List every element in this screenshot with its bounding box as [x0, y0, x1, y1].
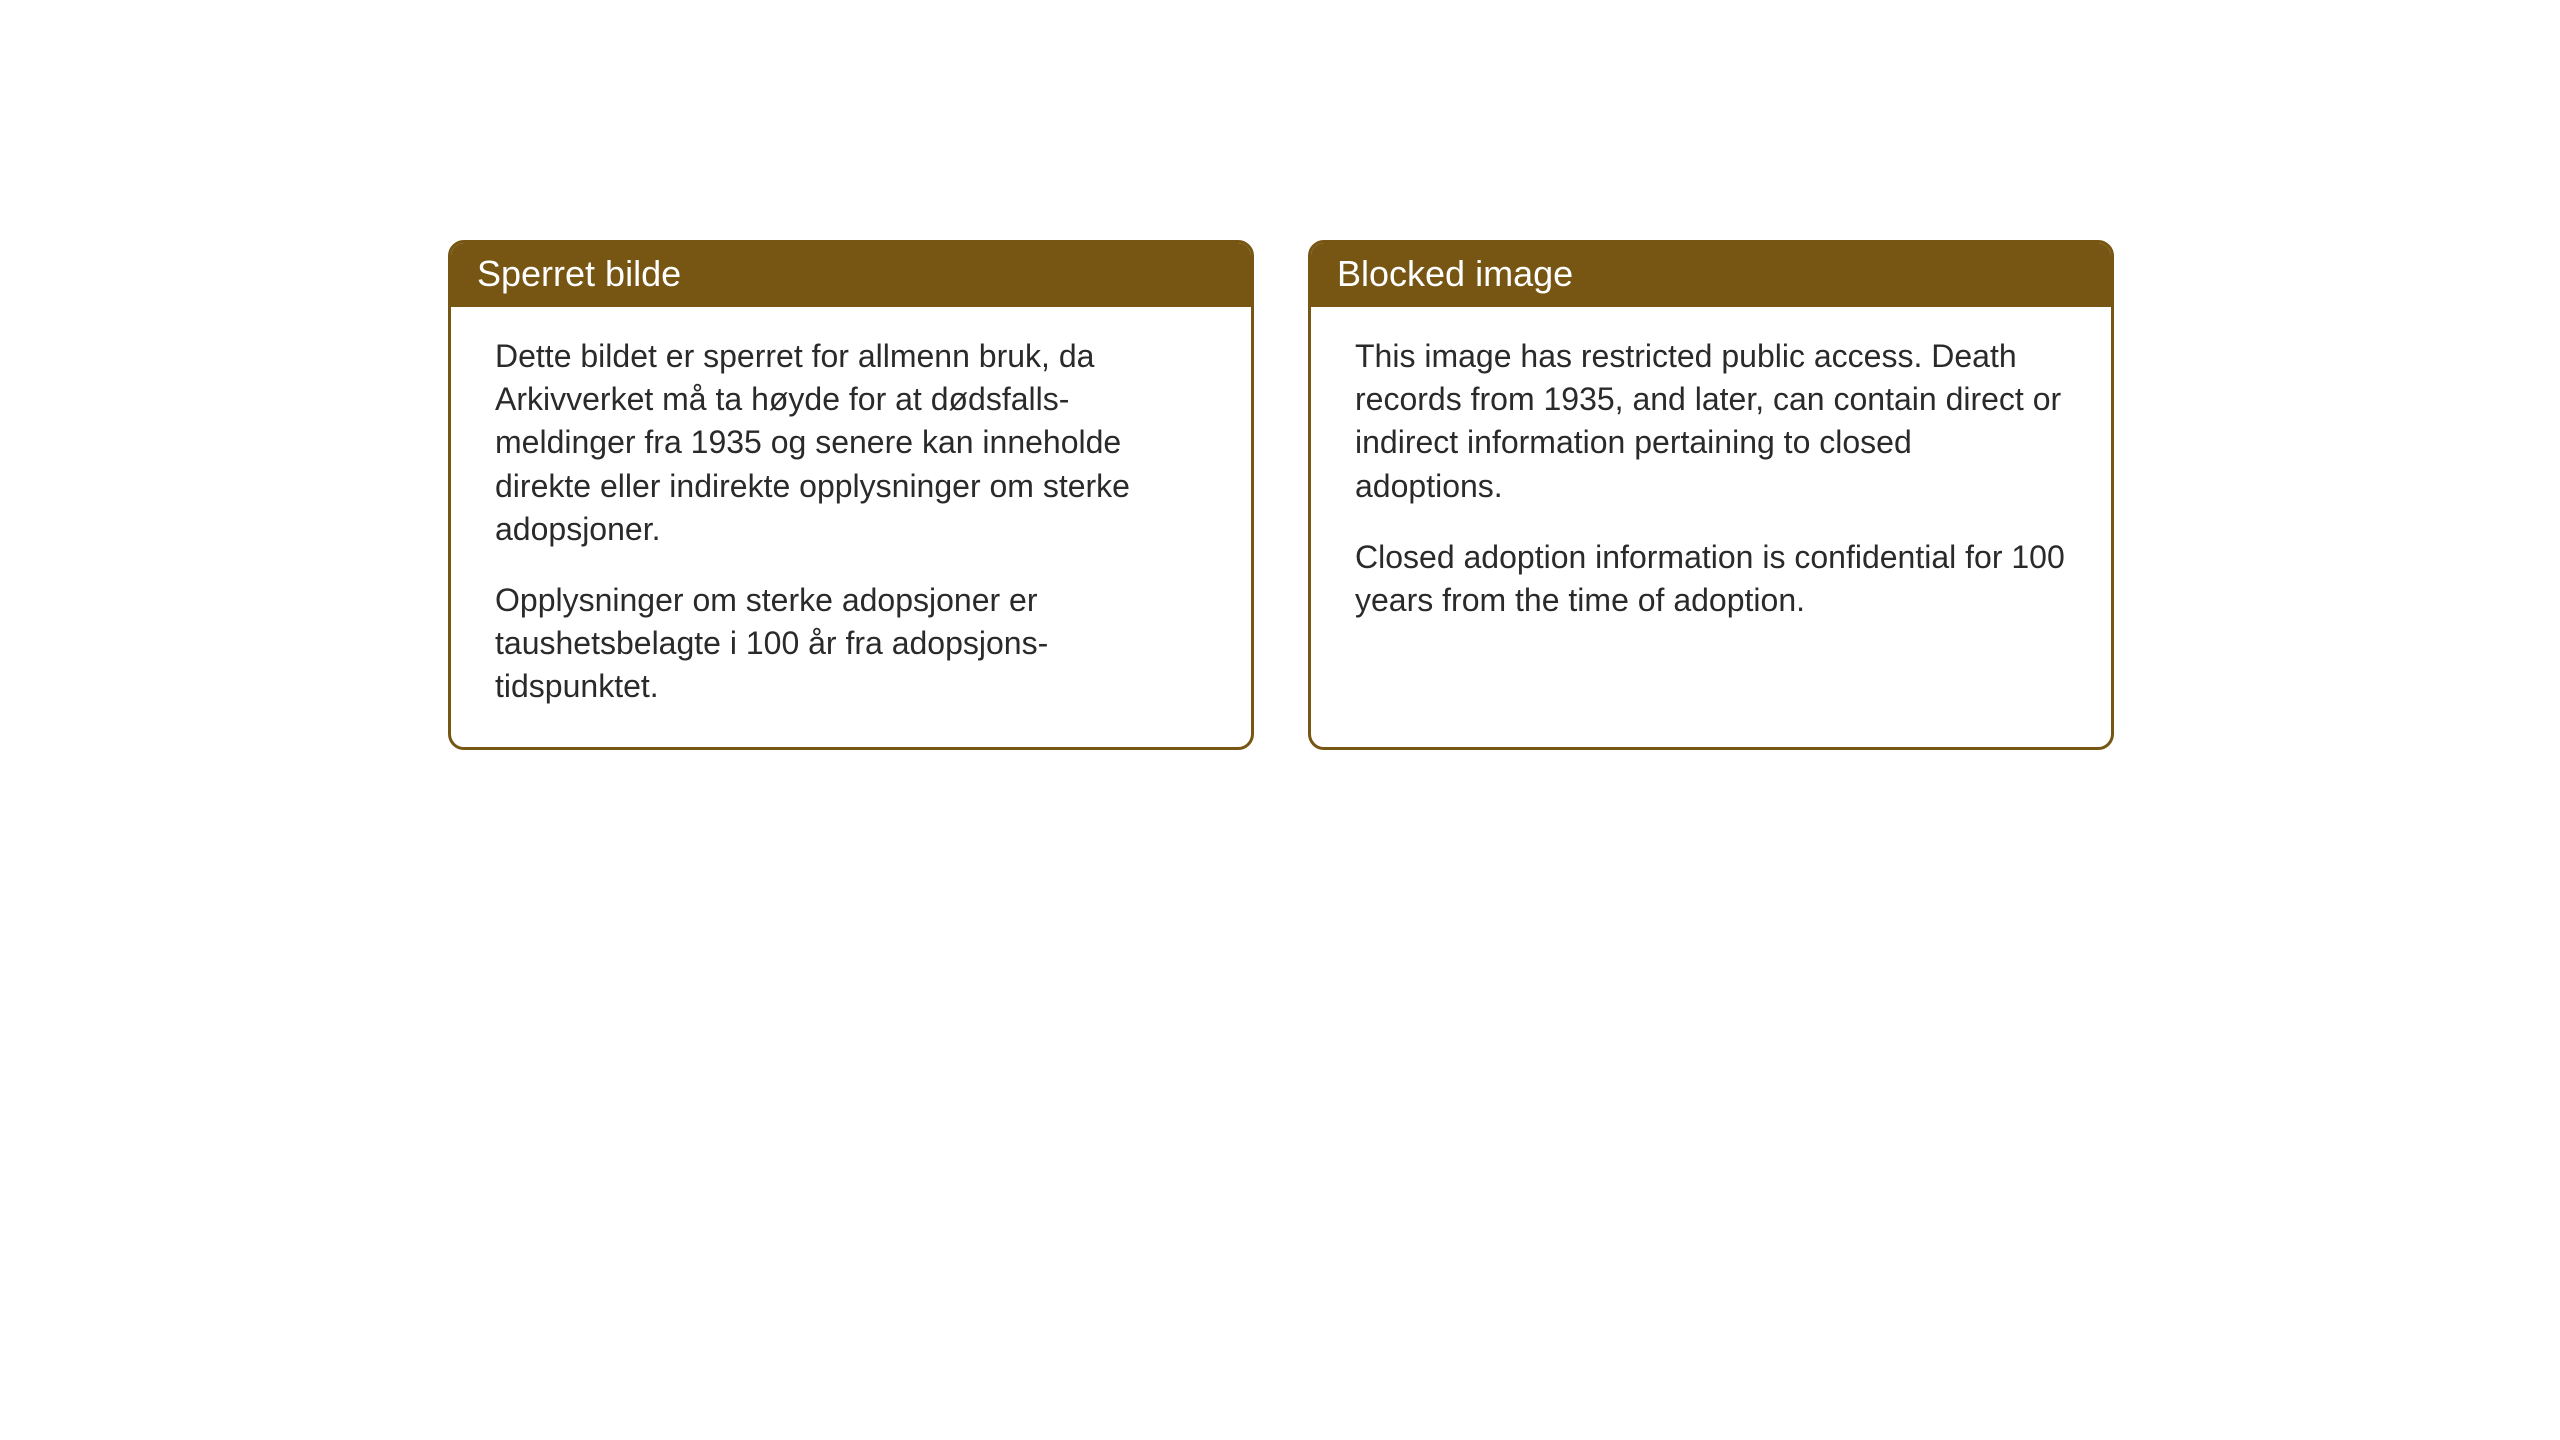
card-paragraph-norwegian-1: Dette bildet er sperret for allmenn bruk…: [495, 335, 1207, 551]
card-norwegian: Sperret bilde Dette bildet er sperret fo…: [448, 240, 1254, 750]
cards-container: Sperret bilde Dette bildet er sperret fo…: [0, 0, 2560, 750]
card-body-english: This image has restricted public access.…: [1311, 307, 2111, 658]
card-body-norwegian: Dette bildet er sperret for allmenn bruk…: [451, 307, 1251, 745]
card-paragraph-english-1: This image has restricted public access.…: [1355, 335, 2067, 508]
card-paragraph-english-2: Closed adoption information is confident…: [1355, 536, 2067, 622]
card-header-english: Blocked image: [1311, 243, 2111, 307]
card-paragraph-norwegian-2: Opplysninger om sterke adopsjoner er tau…: [495, 579, 1207, 709]
card-header-norwegian: Sperret bilde: [451, 243, 1251, 307]
card-english: Blocked image This image has restricted …: [1308, 240, 2114, 750]
card-title-english: Blocked image: [1337, 253, 1573, 294]
card-title-norwegian: Sperret bilde: [477, 253, 681, 294]
